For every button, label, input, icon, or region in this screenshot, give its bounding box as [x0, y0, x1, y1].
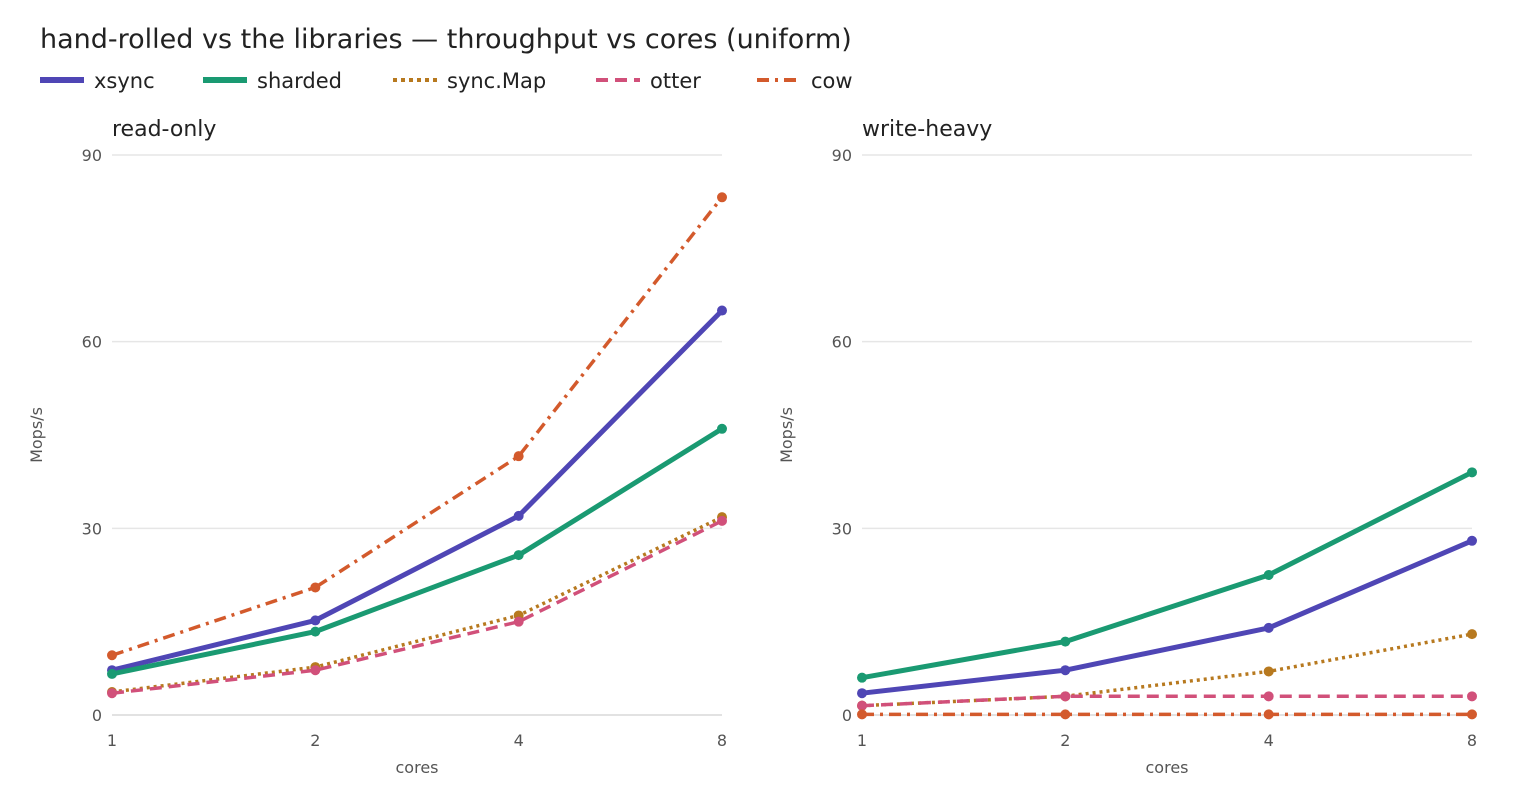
legend-item-sync-map: sync.Map [393, 69, 546, 93]
series-line-read-only-sync-map [111, 515, 723, 694]
point-read-only-sharded-1 [107, 668, 117, 679]
point-read-only-otter-8 [717, 515, 727, 526]
series-write-heavy-sharded [857, 467, 1477, 683]
legend-label-xsync: xsync [94, 69, 155, 93]
y-tick-write-heavy-30: 30 [832, 519, 852, 538]
point-read-only-cow-1 [107, 650, 117, 661]
point-write-heavy-otter-1 [857, 700, 867, 711]
legend-label-sharded: sharded [257, 69, 342, 93]
point-read-only-xsync-8 [717, 305, 727, 316]
x-tick-write-heavy-8: 8 [1467, 731, 1477, 750]
y-tick-read-only-60: 60 [82, 333, 102, 352]
series-line-write-heavy-otter [861, 694, 1472, 708]
x-tick-read-only-1: 1 [107, 731, 117, 750]
x-tick-write-heavy-2: 2 [1060, 731, 1070, 750]
x-axis-label-write-heavy: cores [1146, 758, 1189, 777]
series-line-read-only-otter [111, 519, 723, 695]
series-line-read-only-sharded [109, 426, 725, 677]
panel-title-read-only: read-only [112, 117, 216, 142]
legend-label-cow: cow [811, 69, 853, 93]
series-line-read-only-xsync [109, 308, 725, 673]
y-tick-read-only-90: 90 [82, 146, 102, 165]
legend: xsync sharded sync.Map otter cow [40, 69, 853, 93]
x-tick-read-only-4: 4 [514, 731, 524, 750]
x-tick-read-only-2: 2 [310, 731, 320, 750]
point-write-heavy-otter-4 [1263, 691, 1274, 702]
point-read-only-otter-1 [107, 688, 117, 699]
series-read-only-sharded [107, 423, 727, 679]
series-read-only-cow [107, 192, 727, 661]
y-axis-label-read-only: Mops/s [27, 407, 46, 463]
series-line-read-only-cow [111, 196, 724, 657]
legend-item-sharded: sharded [203, 69, 342, 93]
panel-title-write-heavy: write-heavy [862, 117, 992, 142]
point-read-only-cow-8 [717, 192, 727, 203]
panel-write-heavy: write-heavy 0 30 60 90 1 2 4 8 cores Mops/s [777, 117, 1477, 777]
point-read-only-otter-2 [310, 665, 321, 676]
point-write-heavy-cow-2 [1060, 709, 1071, 720]
x-axis-label-read-only: cores [396, 758, 439, 777]
y-tick-write-heavy-60: 60 [832, 333, 852, 352]
chart-title: hand-rolled vs the libraries — throughpu… [40, 24, 852, 55]
point-write-heavy-xsync-4 [1263, 622, 1274, 633]
y-tick-read-only-0: 0 [92, 706, 102, 725]
point-write-heavy-xsync-1 [857, 688, 867, 699]
series-line-write-heavy-xsync [859, 538, 1475, 696]
point-read-only-cow-4 [513, 451, 524, 462]
point-write-heavy-cow-8 [1467, 709, 1477, 720]
point-write-heavy-sharded-1 [857, 672, 867, 683]
point-read-only-cow-2 [310, 582, 321, 593]
point-write-heavy-sharded-8 [1467, 467, 1477, 478]
point-write-heavy-cow-1 [857, 709, 867, 720]
point-read-only-sharded-8 [717, 423, 727, 434]
point-write-heavy-sharded-2 [1060, 636, 1071, 647]
point-write-heavy-otter-8 [1467, 691, 1477, 702]
series-line-write-heavy-sharded [859, 469, 1475, 681]
series-line-write-heavy-sync-map [861, 632, 1473, 708]
legend-label-otter: otter [650, 69, 701, 93]
x-tick-write-heavy-1: 1 [857, 731, 867, 750]
point-write-heavy-sharded-4 [1263, 570, 1274, 580]
point-write-heavy-sync-map-4 [1263, 666, 1274, 677]
point-read-only-xsync-4 [513, 510, 524, 521]
series-write-heavy-cow [857, 709, 1477, 720]
panel-read-only: read-only 0 30 60 90 1 2 4 8 cores Mops/s [27, 117, 727, 777]
point-read-only-xsync-2 [310, 615, 321, 626]
point-read-only-sharded-2 [310, 626, 321, 637]
series-read-only-otter [107, 515, 727, 699]
x-tick-write-heavy-4: 4 [1264, 731, 1274, 750]
point-read-only-sharded-4 [513, 550, 524, 561]
point-write-heavy-otter-2 [1060, 691, 1071, 702]
legend-label-sync-map: sync.Map [447, 69, 546, 93]
y-axis-label-write-heavy: Mops/s [777, 407, 796, 463]
y-tick-write-heavy-0: 0 [842, 706, 852, 725]
point-write-heavy-cow-4 [1263, 709, 1274, 720]
point-write-heavy-xsync-2 [1060, 665, 1071, 676]
legend-item-otter: otter [596, 69, 701, 93]
point-read-only-otter-4 [513, 616, 524, 627]
series-read-only-xsync [107, 305, 727, 676]
legend-item-xsync: xsync [40, 69, 155, 93]
series-write-heavy-sync-map [857, 629, 1477, 711]
series-write-heavy-otter [857, 691, 1477, 711]
point-write-heavy-xsync-8 [1467, 535, 1477, 546]
series-read-only-sync-map [107, 512, 727, 697]
x-tick-read-only-8: 8 [717, 731, 727, 750]
legend-item-cow: cow [757, 69, 853, 93]
point-write-heavy-sync-map-8 [1467, 629, 1477, 640]
y-tick-write-heavy-90: 90 [832, 146, 852, 165]
y-tick-read-only-30: 30 [82, 519, 102, 538]
series-write-heavy-xsync [857, 535, 1477, 699]
